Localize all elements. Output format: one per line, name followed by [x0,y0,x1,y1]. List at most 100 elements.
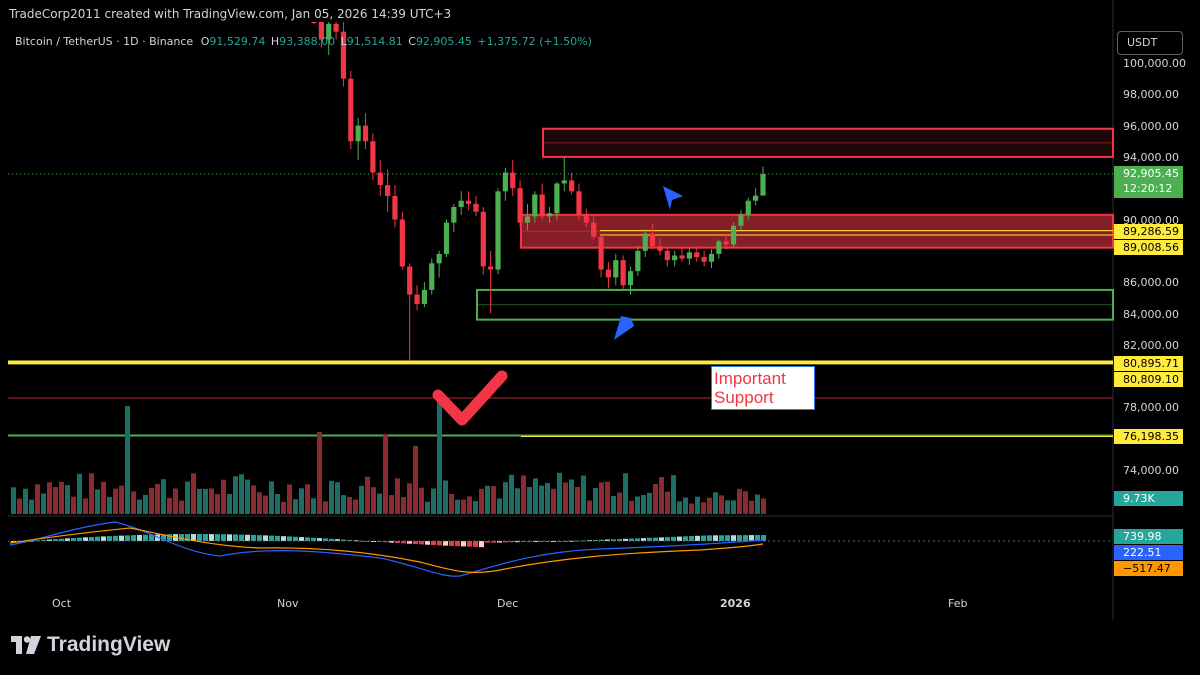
volume-bar [347,496,352,514]
volume-bar [449,493,454,514]
macd-histogram-bar [743,535,748,541]
volume-bar [545,482,550,514]
candle-body [436,253,442,264]
volume-bar [641,495,646,514]
volume-bar [161,479,166,514]
price-tick: 96,000.00 [1123,120,1179,133]
macd-histogram-bar [53,539,58,541]
volume-bar [665,491,670,514]
macd-signal-badge: −517.47 [1114,561,1183,576]
volume-bar [125,406,130,514]
macd-histogram-bar [533,541,538,542]
macd-histogram-bar [467,541,472,547]
candle-body [517,188,523,223]
macd-histogram-bar [41,539,46,541]
important-support-note[interactable]: Important Support [711,366,815,410]
volume-bar [761,498,766,514]
macd-histogram-bar [755,535,760,541]
volume-bar [287,484,292,514]
macd-histogram-bar [497,541,502,543]
price-tick: 86,000.00 [1123,276,1179,289]
volume-bar [719,495,724,514]
candle-body [664,250,670,261]
macd-histogram-bar [251,534,256,541]
candle-body [642,233,648,251]
macd-histogram-bar [293,536,298,541]
volume-bar [479,488,484,514]
volume-bar [605,481,610,514]
macd-histogram-bar [137,534,142,541]
macd-histogram-bar [707,535,712,541]
volume-bar [467,496,472,514]
volume-bar [503,482,508,514]
macd-histogram-bar [449,541,454,546]
candle-body [679,255,685,259]
volume-bar [221,479,226,514]
macd-histogram-bar [437,541,442,546]
candle-body [539,194,545,217]
volume-bar [365,476,370,514]
symbol-name: Bitcoin / TetherUS · 1D · Binance [15,35,194,48]
macd-histogram-bar [515,541,520,543]
volume-bar [413,446,418,514]
macd-histogram-bar [29,540,34,542]
volume-bar [629,500,634,514]
candle-countdown: 12:20:12 [1123,182,1173,195]
candle-body [362,125,369,142]
candle-body [591,222,597,237]
candle-body [407,266,413,295]
candle-body [348,78,354,142]
macd-histogram-bar [95,536,100,541]
volume-bar [281,501,286,514]
currency-button[interactable]: USDT [1117,31,1183,55]
volume-bar [749,500,754,514]
volume-bar [527,487,532,514]
macd-histogram-bar [311,537,316,541]
volume-bar [293,499,298,514]
volume-bar [617,492,622,514]
volume-bar [383,434,388,514]
macd-histogram-bar [545,541,550,542]
macd-histogram-bar [77,537,82,541]
date-tick: 2026 [720,597,751,610]
candle-body [443,222,450,254]
volume-bar [395,478,400,514]
macd-histogram-bar [419,541,424,545]
volume-bar [263,495,268,514]
volume-bar [197,488,202,514]
macd-histogram-bar [287,536,292,541]
macd-histogram-bar [563,540,568,542]
last-price-badge: 92,905.45 12:20:12 [1114,166,1183,198]
candle-body [524,216,531,223]
candle-body [488,266,494,270]
macd-histogram-bar [71,538,76,541]
macd-histogram-bar [491,541,496,543]
volume-bar [635,496,640,514]
macd-histogram-bar [143,534,148,541]
volume-bar [515,488,520,514]
volume-bar [65,485,70,514]
symbol-legend[interactable]: Bitcoin / TetherUS · 1D · Binance O91,52… [15,35,592,48]
volume-bar [647,492,652,514]
blue-arrow [663,186,683,210]
macd-histogram-bar [257,535,262,541]
candle-body [627,271,634,286]
volume-bar [611,495,616,514]
candle-body [385,185,391,197]
macd-histogram-bar [125,535,130,541]
macd-histogram-bar [683,536,688,541]
candle-body [657,246,663,251]
macd-histogram-bar [263,535,268,541]
macd-histogram-bar [389,541,394,543]
macd-histogram-bar [641,538,646,541]
macd-histogram-bar [47,539,52,541]
volume-bar [203,488,208,514]
change-value: +1,375.72 (+1.50%) [477,35,592,48]
macd-histogram-bar [167,534,172,541]
volume-bar [755,494,760,514]
tradingview-logo: TradingView [11,633,170,657]
macd-histogram-bar [737,535,742,541]
volume-bar [737,488,742,514]
volume-bar [215,494,220,514]
